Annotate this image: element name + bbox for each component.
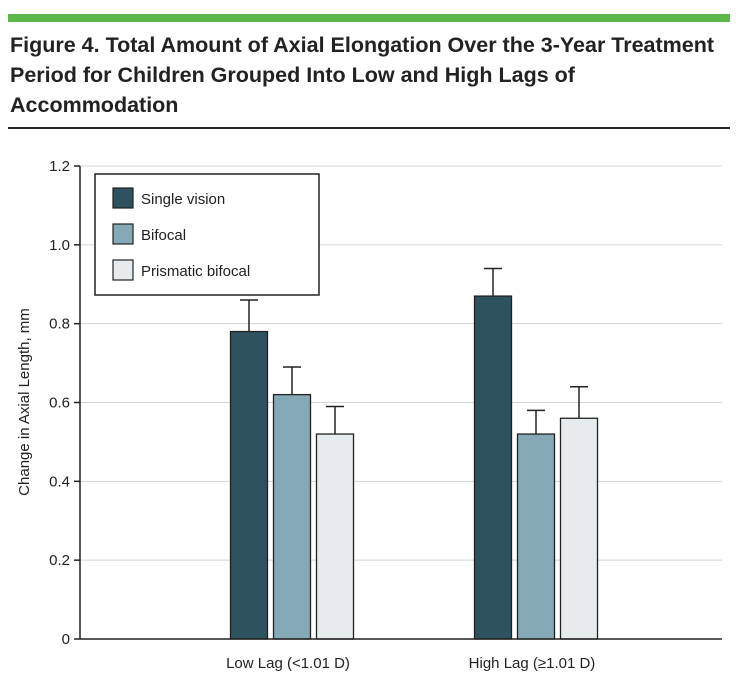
y-tick-label: 0.6: [49, 395, 70, 412]
x-tick-label: High Lag (≥1.01 D): [469, 655, 596, 672]
bar: [272, 393, 312, 640]
y-tick-label: 0.2: [49, 552, 70, 569]
bar: [315, 433, 355, 640]
figure-title: Figure 4. Total Amount of Axial Elongati…: [10, 33, 715, 117]
bar: [559, 417, 599, 640]
y-tick-label: 0.4: [49, 473, 70, 490]
x-tick-label: Low Lag (<1.01 D): [226, 655, 350, 672]
bar: [229, 330, 269, 640]
y-tick-labels: 0 0.2 0.4 0.6 0.8 1.0 1.2: [49, 158, 70, 648]
title-divider: [8, 127, 730, 129]
y-tick-label: 1.2: [49, 158, 70, 175]
y-axis-label: Change in Axial Length, mm: [16, 308, 33, 496]
legend-swatch: [112, 223, 134, 245]
legend-swatch: [112, 259, 134, 281]
legend-swatch: [112, 187, 134, 209]
error-bars: [240, 267, 588, 435]
x-tick-labels: Low Lag (<1.01 D) High Lag (≥1.01 D): [226, 655, 595, 672]
legend-label: Single vision: [141, 191, 225, 208]
y-tick-label: 0: [62, 631, 70, 648]
y-tick-label: 1.0: [49, 237, 70, 254]
bar: [516, 433, 556, 640]
bars: [229, 295, 599, 640]
legend-label: Prismatic bifocal: [141, 263, 250, 280]
axes: [79, 166, 722, 640]
top-accent-rule: [8, 14, 730, 22]
bar: [473, 295, 513, 640]
y-tick-label: 0.8: [49, 316, 70, 333]
grid-lines: [74, 165, 722, 640]
legend-label: Bifocal: [141, 227, 186, 244]
legend: Single vision Bifocal Prismatic bifocal: [94, 173, 320, 296]
